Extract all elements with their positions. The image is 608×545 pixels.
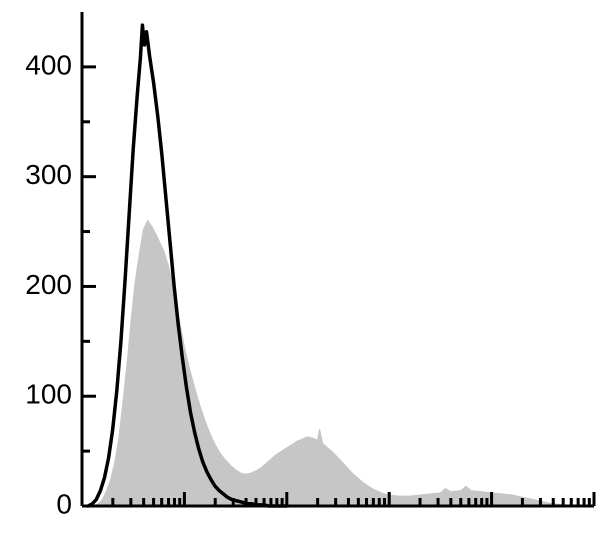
y-tick-label: 100 xyxy=(25,379,72,410)
y-tick-label: 400 xyxy=(25,49,72,80)
chart-svg: 0 100 200 300 400 xyxy=(0,0,608,545)
y-tick-label: 0 xyxy=(56,488,72,519)
y-tick-label: 300 xyxy=(25,159,72,190)
y-tick-label: 200 xyxy=(25,269,72,300)
flow-cytometry-histogram: 0 100 200 300 400 xyxy=(0,0,608,545)
